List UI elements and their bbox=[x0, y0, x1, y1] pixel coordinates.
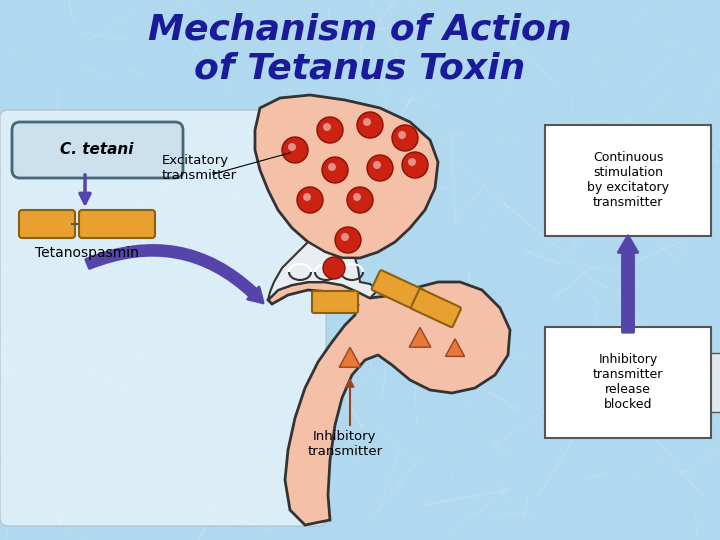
Circle shape bbox=[392, 125, 418, 151]
Text: Tetanospasmin: Tetanospasmin bbox=[35, 246, 139, 260]
Circle shape bbox=[353, 193, 361, 201]
Circle shape bbox=[322, 157, 348, 183]
Polygon shape bbox=[255, 95, 438, 258]
FancyArrowPatch shape bbox=[86, 245, 263, 303]
Circle shape bbox=[347, 187, 373, 213]
Text: Inhibitory
transmitter
release
blocked: Inhibitory transmitter release blocked bbox=[593, 353, 663, 411]
Circle shape bbox=[373, 161, 381, 169]
Circle shape bbox=[402, 152, 428, 178]
Circle shape bbox=[323, 123, 331, 131]
Circle shape bbox=[288, 143, 296, 151]
FancyBboxPatch shape bbox=[312, 291, 358, 313]
Circle shape bbox=[303, 193, 311, 201]
FancyBboxPatch shape bbox=[704, 353, 720, 412]
Circle shape bbox=[408, 158, 416, 166]
FancyBboxPatch shape bbox=[0, 110, 326, 526]
Circle shape bbox=[282, 137, 308, 163]
FancyBboxPatch shape bbox=[545, 327, 711, 438]
Polygon shape bbox=[339, 347, 361, 367]
Circle shape bbox=[328, 163, 336, 171]
Text: Inhibitory
transmitter: Inhibitory transmitter bbox=[307, 430, 382, 458]
Polygon shape bbox=[268, 282, 510, 525]
FancyBboxPatch shape bbox=[372, 270, 424, 310]
Text: Excitatory
transmitter: Excitatory transmitter bbox=[162, 154, 237, 182]
Text: Mechanism of Action
of Tetanus Toxin: Mechanism of Action of Tetanus Toxin bbox=[148, 12, 572, 85]
FancyArrowPatch shape bbox=[618, 236, 638, 332]
Text: C. tetani: C. tetani bbox=[60, 143, 134, 158]
Polygon shape bbox=[409, 327, 431, 347]
Circle shape bbox=[341, 233, 349, 241]
Circle shape bbox=[357, 112, 383, 138]
FancyBboxPatch shape bbox=[12, 122, 183, 178]
Circle shape bbox=[367, 155, 393, 181]
Circle shape bbox=[323, 257, 345, 279]
Circle shape bbox=[398, 131, 406, 139]
Circle shape bbox=[335, 227, 361, 253]
FancyBboxPatch shape bbox=[19, 210, 75, 238]
FancyBboxPatch shape bbox=[545, 125, 711, 236]
Polygon shape bbox=[446, 339, 464, 356]
Circle shape bbox=[297, 187, 323, 213]
FancyBboxPatch shape bbox=[79, 210, 155, 238]
Polygon shape bbox=[268, 242, 378, 300]
FancyBboxPatch shape bbox=[411, 289, 461, 327]
Text: Continuous
stimulation
by excitatory
transmitter: Continuous stimulation by excitatory tra… bbox=[587, 151, 669, 209]
Circle shape bbox=[317, 117, 343, 143]
Circle shape bbox=[363, 118, 371, 126]
